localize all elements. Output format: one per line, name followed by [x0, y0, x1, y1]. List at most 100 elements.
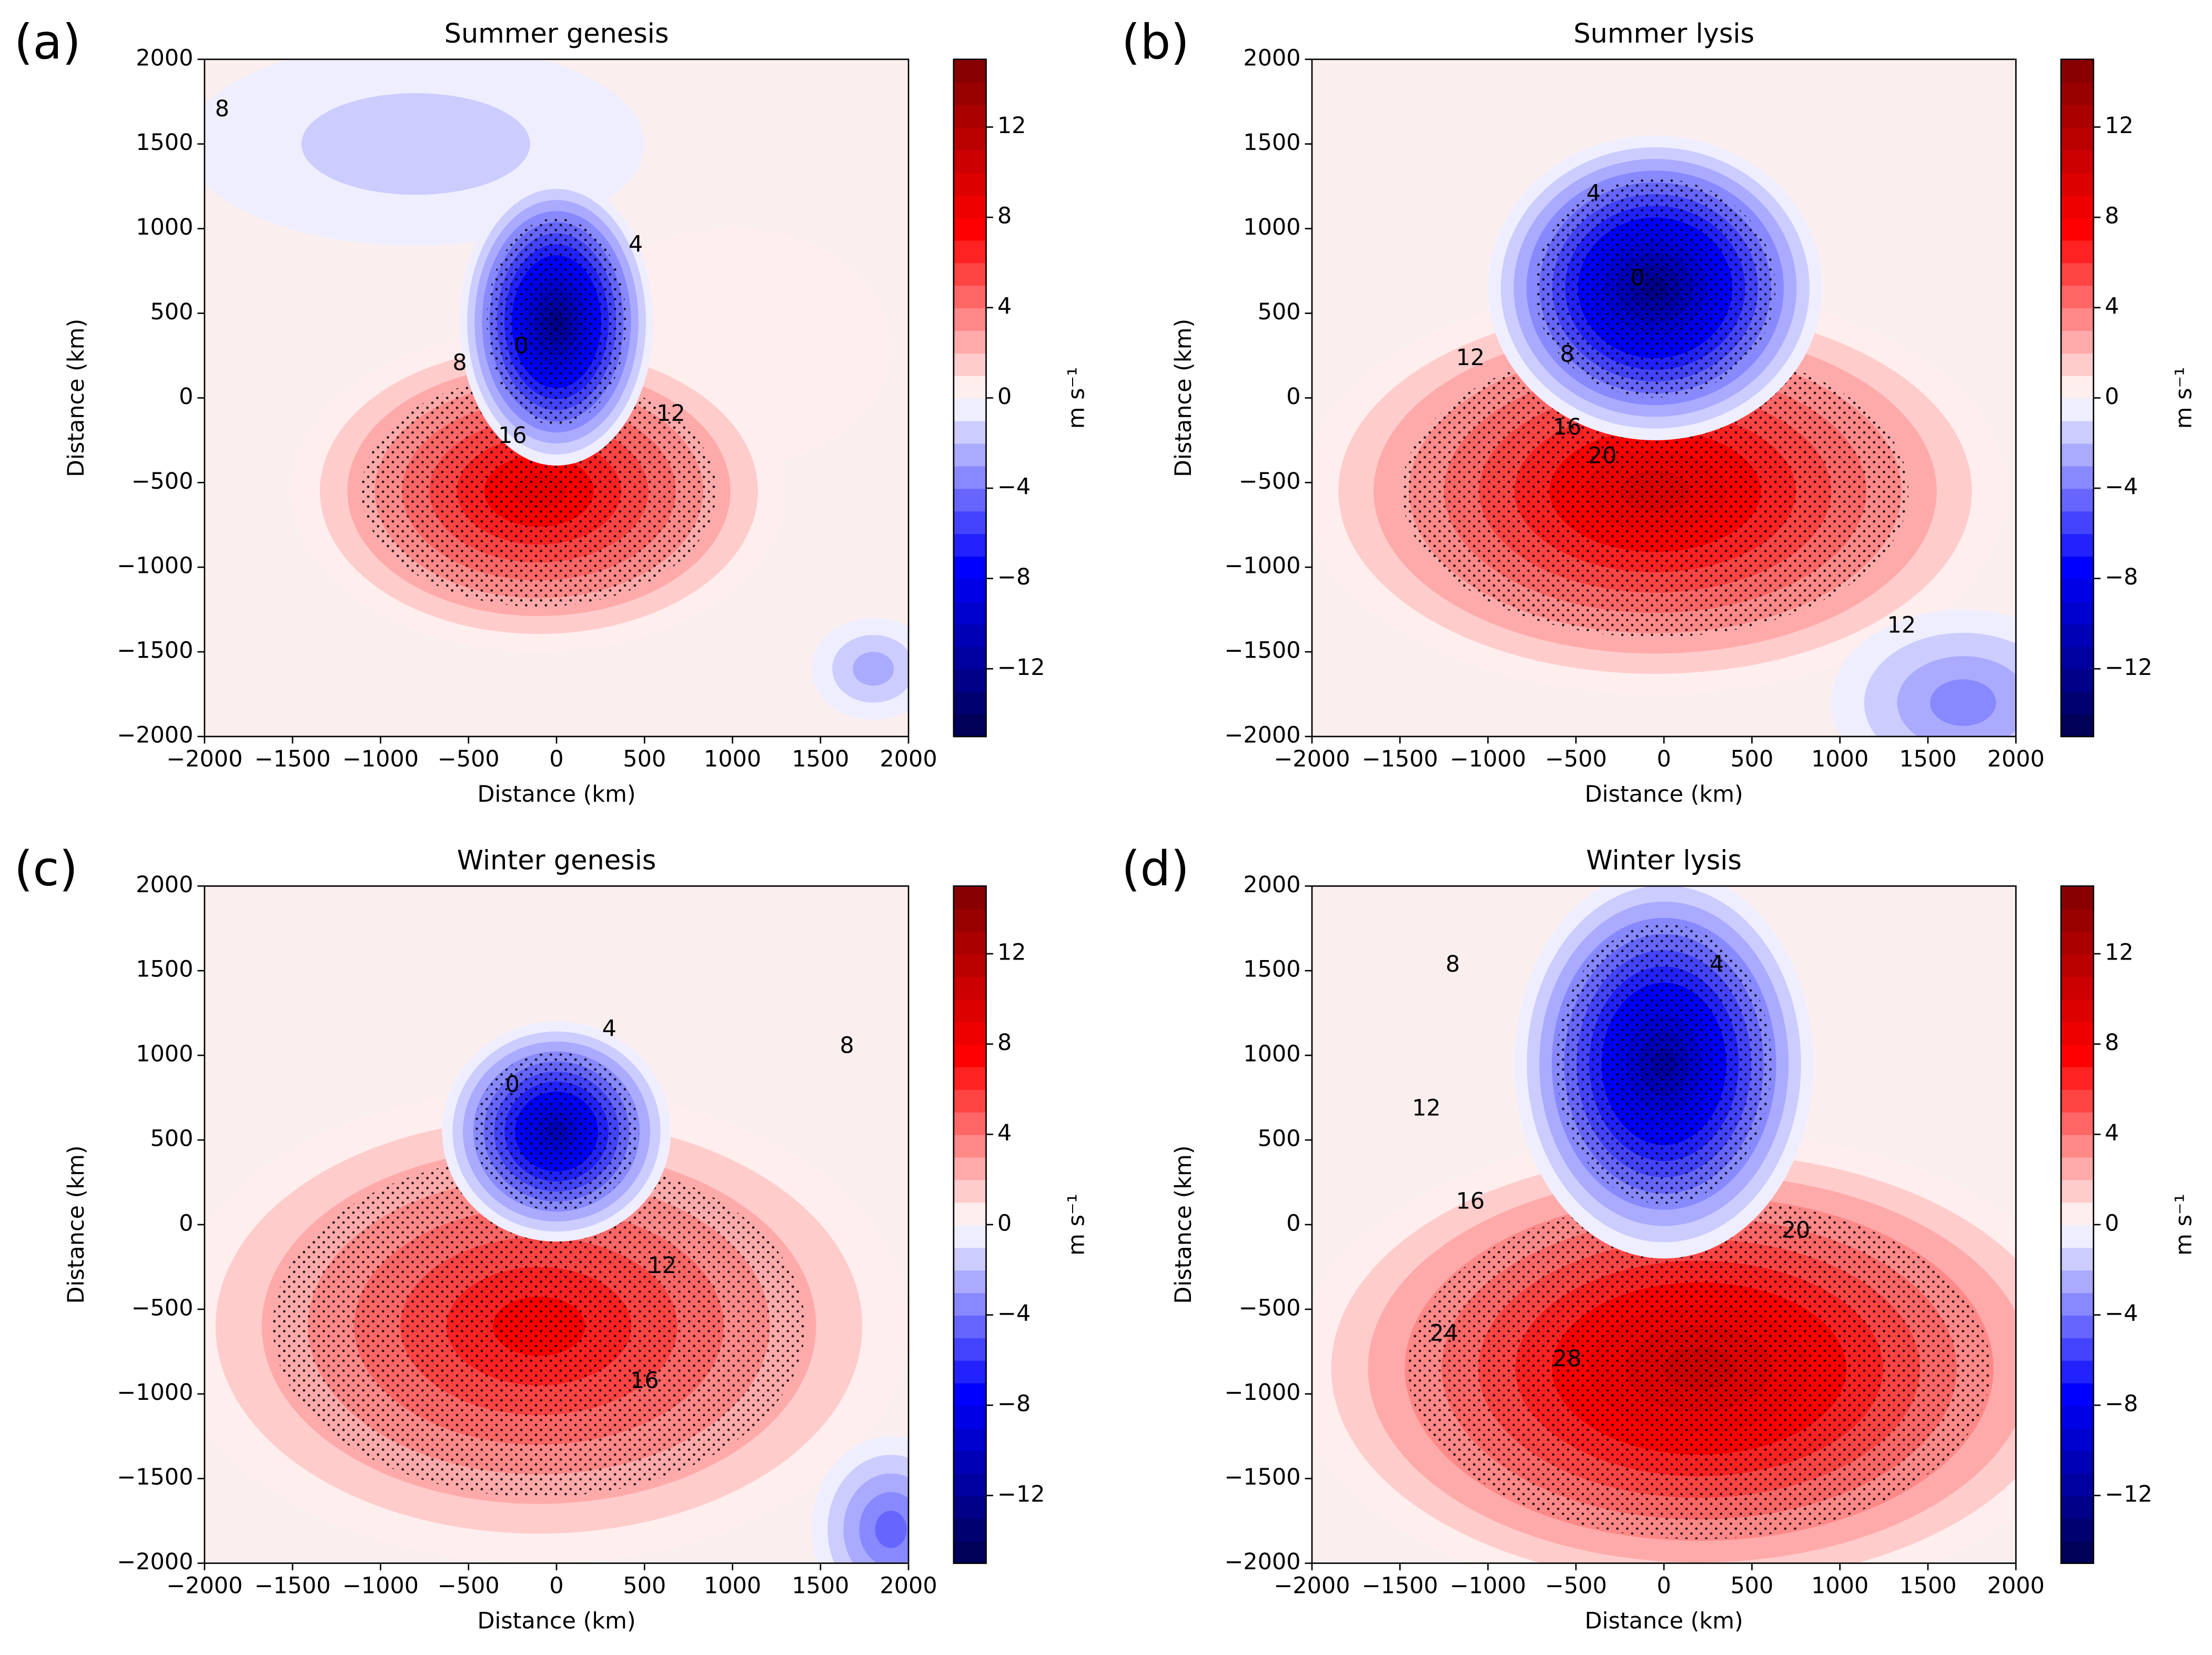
x-tick-label: 0 [1657, 746, 1671, 772]
contour-label: 8 [452, 350, 467, 376]
colorbar-swatch [2061, 466, 2094, 489]
contour-label: 28 [1553, 1346, 1582, 1372]
colorbar-tick-label: −4 [997, 1300, 1031, 1327]
y-tick-label: 1000 [1243, 1041, 1300, 1067]
colorbar-swatch [953, 466, 986, 489]
field [1312, 886, 2016, 1563]
y-tick-label: −1000 [1224, 553, 1300, 579]
colorbar-tick-label: 12 [997, 113, 1026, 139]
colorbar-swatch [2061, 352, 2094, 376]
colorbar-swatch [2061, 691, 2094, 715]
x-axis-label: Distance (km) [1585, 1608, 1743, 1634]
y-tick-label: −500 [1239, 468, 1301, 495]
stipple [487, 218, 627, 426]
colorbar-swatch [953, 59, 986, 83]
contour-label: 8 [215, 96, 229, 122]
colorbar-swatch [953, 931, 986, 955]
field [204, 59, 909, 720]
x-axis-label: Distance (km) [477, 1608, 635, 1634]
x-tick-label: −1000 [342, 1573, 419, 1599]
colorbar-swatch [953, 1360, 986, 1384]
stipple [474, 1052, 639, 1211]
stipple [1534, 178, 1776, 398]
colorbar-swatch [2061, 1134, 2094, 1158]
colorbar-swatch [953, 1315, 986, 1338]
colorbar-swatch [2061, 104, 2094, 128]
field-feature [204, 1089, 908, 1563]
x-tick-label: 1000 [704, 1573, 761, 1599]
contour-label: 16 [498, 422, 527, 449]
colorbar-tick-label: 12 [2105, 940, 2134, 966]
colorbar-swatch [2061, 1021, 2094, 1045]
colorbar-swatch [2061, 59, 2094, 83]
colorbar-swatch [2061, 623, 2094, 647]
colorbar-tick-label: 0 [997, 1210, 1012, 1236]
panel-title: Summer lysis [1573, 18, 1754, 49]
colorbar-swatch [953, 1112, 986, 1135]
colorbar-swatch [953, 1382, 986, 1406]
colorbar-swatch [2061, 1518, 2094, 1541]
colorbar-swatch [953, 375, 986, 399]
colorbar-swatch [2061, 1382, 2094, 1406]
field-feature [812, 618, 909, 720]
colorbar-tick-label: 8 [997, 203, 1012, 229]
colorbar-tick-label: −8 [997, 564, 1031, 590]
colorbar-swatch [2061, 307, 2094, 331]
colorbar-swatch [953, 669, 986, 692]
colorbar-swatch [953, 1202, 986, 1226]
colorbar-swatch [953, 1179, 986, 1203]
colorbar-tick-label: 4 [2105, 1120, 2119, 1146]
colorbar-swatch [2061, 669, 2094, 692]
contour-label: 8 [1560, 341, 1574, 367]
colorbar-swatch [953, 240, 986, 264]
y-tick-label: 1500 [1243, 956, 1300, 983]
contour-label: 4 [1710, 951, 1724, 977]
stipple [1408, 1198, 1991, 1539]
panel-title: Winter lysis [1586, 845, 1742, 876]
y-tick-label: −500 [1239, 1295, 1301, 1321]
colorbar-swatch [2061, 1405, 2094, 1429]
x-tick-label: −1500 [1362, 1573, 1438, 1599]
colorbar-swatch [953, 82, 986, 105]
x-tick-label: 0 [1657, 1573, 1671, 1599]
field-feature [442, 1021, 671, 1242]
field-level [853, 652, 894, 686]
colorbar-swatch [2061, 1360, 2094, 1384]
colorbar-tick-label: 4 [997, 1120, 1012, 1146]
colorbar-tick-label: −8 [2105, 564, 2138, 590]
field-feature [812, 1436, 909, 1563]
x-tick-label: 0 [549, 1573, 563, 1599]
colorbar-swatch [953, 601, 986, 624]
contour-label: 8 [1446, 951, 1460, 977]
stipple [1401, 345, 1909, 638]
x-tick-label: 1500 [792, 746, 849, 772]
colorbar-swatch [2061, 1089, 2094, 1113]
colorbar-swatch [953, 1450, 986, 1474]
colorbar-swatch [2061, 375, 2094, 399]
colorbar-tick-label: 8 [2105, 203, 2119, 229]
colorbar-swatch [2061, 886, 2094, 910]
field-feature [292, 330, 785, 652]
colorbar-swatch [953, 104, 986, 128]
colorbar-swatch [2061, 578, 2094, 602]
colorbar-tick-label: 0 [2105, 384, 2119, 410]
x-tick-label: −2000 [1274, 746, 1350, 772]
y-tick-label: 500 [150, 1126, 194, 1152]
y-tick-label: 1500 [136, 956, 193, 983]
contour-label: 16 [1553, 414, 1582, 440]
colorbar-tick-label: 4 [997, 293, 1012, 319]
colorbar-swatch [2061, 1428, 2094, 1451]
colorbar-tick-label: −4 [2105, 1300, 2138, 1327]
colorbar-swatch [2061, 1495, 2094, 1519]
y-tick-label: 500 [150, 299, 194, 325]
colorbar-swatch [953, 886, 986, 910]
panel-label: (b) [1122, 14, 1189, 70]
x-tick-label: 500 [1730, 746, 1773, 772]
x-axis-label: Distance (km) [1585, 781, 1743, 808]
x-tick-label: 2000 [880, 1573, 937, 1599]
field-level [875, 1510, 907, 1548]
y-tick-label: 0 [1286, 384, 1300, 410]
colorbar-swatch [953, 398, 986, 421]
field [204, 1021, 909, 1563]
